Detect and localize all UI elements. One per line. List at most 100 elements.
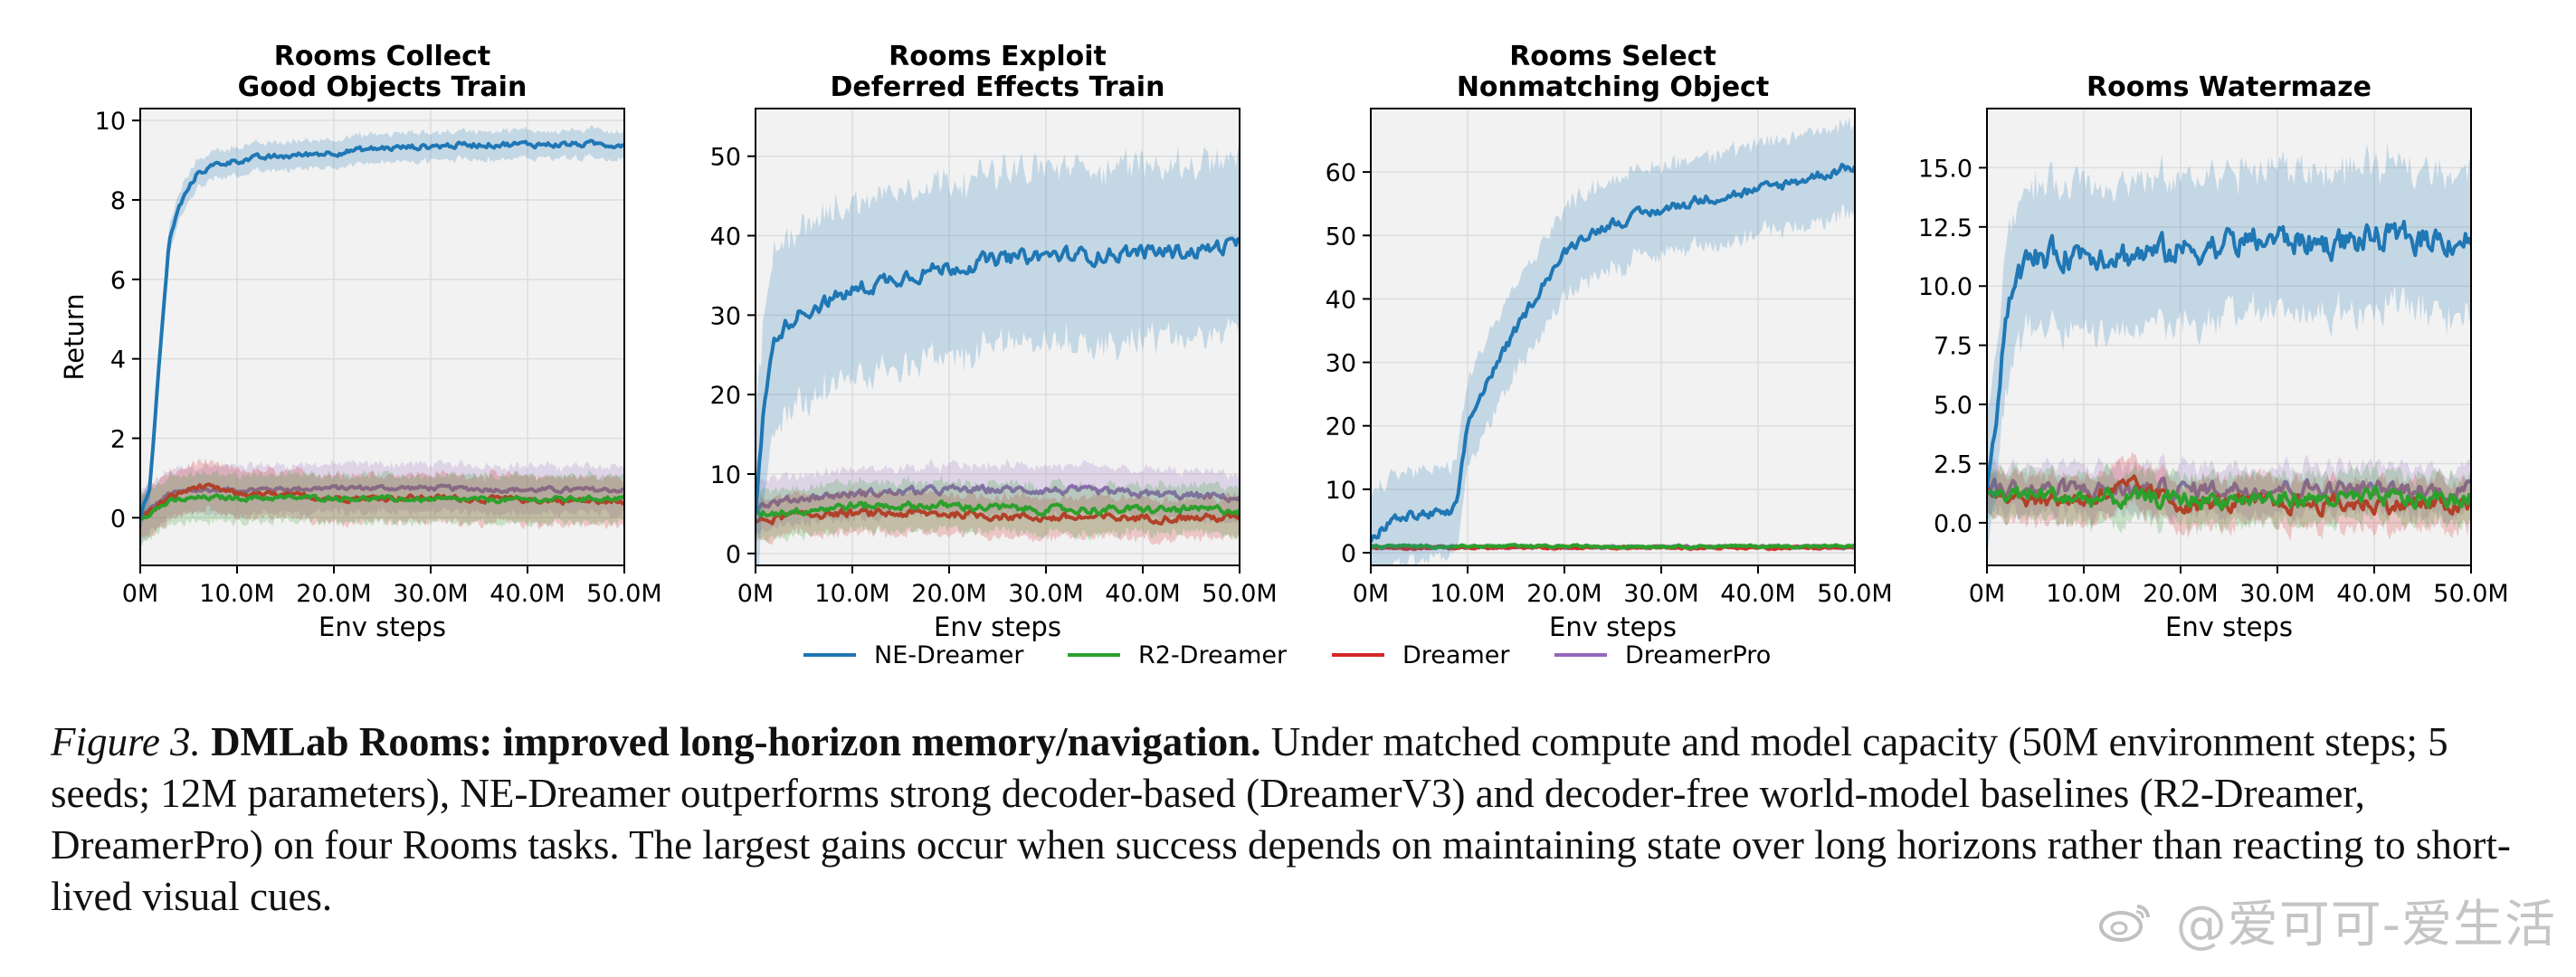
y-tick-label: 20 (710, 382, 741, 410)
y-axis-label: Return (59, 293, 90, 380)
y-tick-label: 4 (110, 346, 126, 375)
figure-caption: Figure 3. DMLab Rooms: improved long-hor… (51, 716, 2530, 923)
x-axis-label: Env steps (1549, 612, 1677, 642)
x-tick-label: 30.0M (393, 580, 468, 608)
series-layer (140, 125, 624, 546)
chart-title: Good Objects Train (238, 71, 528, 103)
y-tick-label: 2 (110, 425, 126, 453)
line-dreamer (756, 507, 1240, 526)
x-tick-label: 50.0M (1202, 580, 1277, 608)
band-dreamerpro (756, 458, 1240, 533)
chart-title: Rooms Select (1509, 41, 1716, 72)
x-tick-label: 0M (737, 580, 774, 608)
x-tick-label: 30.0M (1008, 580, 1083, 608)
band-ne-dreamer (756, 141, 1240, 565)
y-tick-label: 0.0 (1934, 510, 1972, 538)
line-ne-dreamer (756, 236, 1240, 515)
figure: 0M 10.0M 20.0M 30.0M 40.0M 50.0M 0 2 4 6 8 10 Rooms … (59, 41, 2509, 669)
chart-title: Rooms Exploit (889, 41, 1107, 72)
y-tick-label: 40 (1326, 286, 1356, 314)
y-tick-label: 2.5 (1934, 451, 1972, 479)
x-tick-label: 30.0M (1623, 580, 1698, 608)
x-tick-label: 20.0M (911, 580, 986, 608)
chart-panel-2: 0M 10.0M 20.0M 30.0M 40.0M 50.0M 0 10 20 30 40 50 Ro… (710, 41, 1278, 642)
line-dreamer (1987, 474, 2471, 518)
chart-title: Nonmatching Object (1457, 71, 1769, 103)
y-tick-label: 7.5 (1934, 333, 1972, 361)
line-ne-dreamer (1987, 219, 2471, 488)
weibo-logo-icon (2097, 898, 2152, 957)
chart-title: Deferred Effects Train (831, 71, 1165, 103)
line-r2-dreamer (756, 499, 1240, 518)
band-dreamerpro (140, 459, 624, 543)
x-tick-label: 0M (1969, 580, 2005, 608)
y-tick-label: 10 (1326, 477, 1356, 505)
line-r2-dreamer (140, 493, 624, 521)
x-tick-label: 20.0M (2143, 580, 2218, 608)
x-tick-label: 40.0M (2336, 580, 2411, 608)
x-axis-label: Env steps (934, 612, 1061, 642)
chart-panel-3: 0M 10.0M 20.0M 30.0M 40.0M 50.0M 0 10 20 30 40 50 60… (1326, 41, 1893, 642)
y-tick-label: 0 (1341, 540, 1356, 568)
x-tick-label: 40.0M (490, 580, 565, 608)
legend-label: Dreamer (1402, 641, 1510, 669)
y-tick-label: 8 (110, 187, 126, 215)
x-axis-label: Env steps (318, 612, 446, 642)
plot-frame (139, 108, 625, 566)
plot-frame (1986, 108, 2472, 566)
line-ne-dreamer (140, 138, 624, 518)
line-r2-dreamer (1987, 485, 2471, 511)
x-tick-label: 10.0M (814, 580, 889, 608)
caption-title: DMLab Rooms: improved long-horizon memor… (211, 719, 1261, 764)
x-tick-label: 40.0M (1720, 580, 1795, 608)
y-tick-label: 10 (710, 461, 741, 489)
y-tick-label: 50 (1326, 223, 1356, 251)
band-r2-dreamer (756, 474, 1240, 544)
y-tick-label: 40 (710, 223, 741, 251)
x-tick-label: 10.0M (199, 580, 274, 608)
x-tick-label: 10.0M (2046, 580, 2121, 608)
x-tick-label: 30.0M (2239, 580, 2315, 608)
x-axis-label: Env steps (2165, 612, 2293, 642)
x-tick-label: 50.0M (586, 580, 661, 608)
x-tick-label: 50.0M (2433, 580, 2508, 608)
plot-frame (755, 108, 1240, 566)
line-r2-dreamer (1371, 543, 1855, 550)
caption-label: Figure 3. (51, 719, 201, 764)
x-tick-label: 40.0M (1105, 580, 1180, 608)
band-r2-dreamer (140, 468, 624, 546)
chart-panel-1: 0M 10.0M 20.0M 30.0M 40.0M 50.0M 0 2 4 6 8 10 Rooms … (59, 41, 662, 642)
chart-title: Rooms Collect (274, 41, 491, 72)
y-tick-label: 0 (726, 541, 741, 569)
band-ne-dreamer (1371, 117, 1855, 565)
legend: NE-Dreamer R2-Dreamer Dreamer DreamerPro (803, 641, 1771, 669)
caption-body: Under matched compute and model capacity… (51, 719, 2511, 919)
chart-title: Rooms Watermaze (2086, 71, 2372, 103)
y-tick-label: 12.5 (1918, 214, 1972, 242)
y-tick-label: 15.0 (1918, 155, 1972, 183)
y-tick-label: 6 (110, 267, 126, 295)
band-ne-dreamer (1987, 143, 2471, 564)
plot-frame (1370, 108, 1856, 566)
y-tick-label: 30 (1326, 350, 1356, 378)
x-tick-label: 0M (122, 580, 158, 608)
series-layer (1371, 117, 1855, 565)
x-tick-label: 50.0M (1817, 580, 1892, 608)
x-tick-label: 20.0M (296, 580, 371, 608)
legend-label: NE-Dreamer (874, 641, 1024, 669)
watermark-text: @爱可可-爱生活 (2175, 895, 2556, 954)
line-dreamerpro (756, 483, 1240, 511)
series-layer (1987, 143, 2471, 564)
y-tick-label: 30 (710, 302, 741, 330)
y-tick-label: 20 (1326, 413, 1356, 441)
chart-panel-4: 0M 10.0M 20.0M 30.0M 40.0M 50.0M 0.0 2.5 5.0 7.5 1… (1918, 71, 2509, 642)
x-tick-label: 20.0M (1526, 580, 1602, 608)
series-layer (756, 141, 1240, 565)
line-ne-dreamer (1371, 163, 1855, 543)
y-tick-label: 60 (1326, 159, 1356, 187)
y-tick-label: 10.0 (1918, 273, 1972, 301)
y-tick-label: 0 (110, 505, 126, 533)
x-tick-label: 10.0M (1430, 580, 1505, 608)
legend-label: DreamerPro (1625, 641, 1771, 669)
legend-label: R2-Dreamer (1138, 641, 1288, 669)
